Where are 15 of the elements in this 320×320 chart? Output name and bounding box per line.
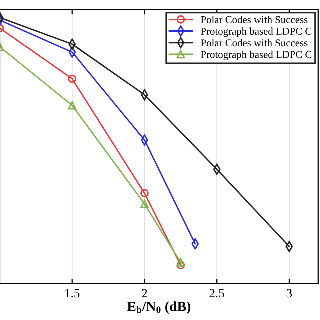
- point: [140, 189, 149, 198]
- x-tick-label: 1.5: [66, 289, 80, 298]
- x-tick-label: 2.5: [210, 289, 224, 298]
- point: [176, 261, 186, 270]
- legend-label: Polar Codes with Success: [201, 39, 308, 47]
- legend-label: Protograph based LDPC C: [201, 50, 312, 60]
- x-tick-label: 2: [142, 289, 148, 298]
- legend-label: Polar Codes with Success: [201, 16, 308, 24]
- point: [140, 200, 149, 208]
- point: [68, 74, 77, 84]
- point: [176, 258, 186, 267]
- point: [68, 101, 77, 110]
- x-tick-label: 3: [286, 289, 292, 298]
- legend-label: Protograph based LDPC C: [201, 28, 312, 38]
- x-axis-title: E$_{b}$/N$_{0}$ (dB): [127, 302, 191, 314]
